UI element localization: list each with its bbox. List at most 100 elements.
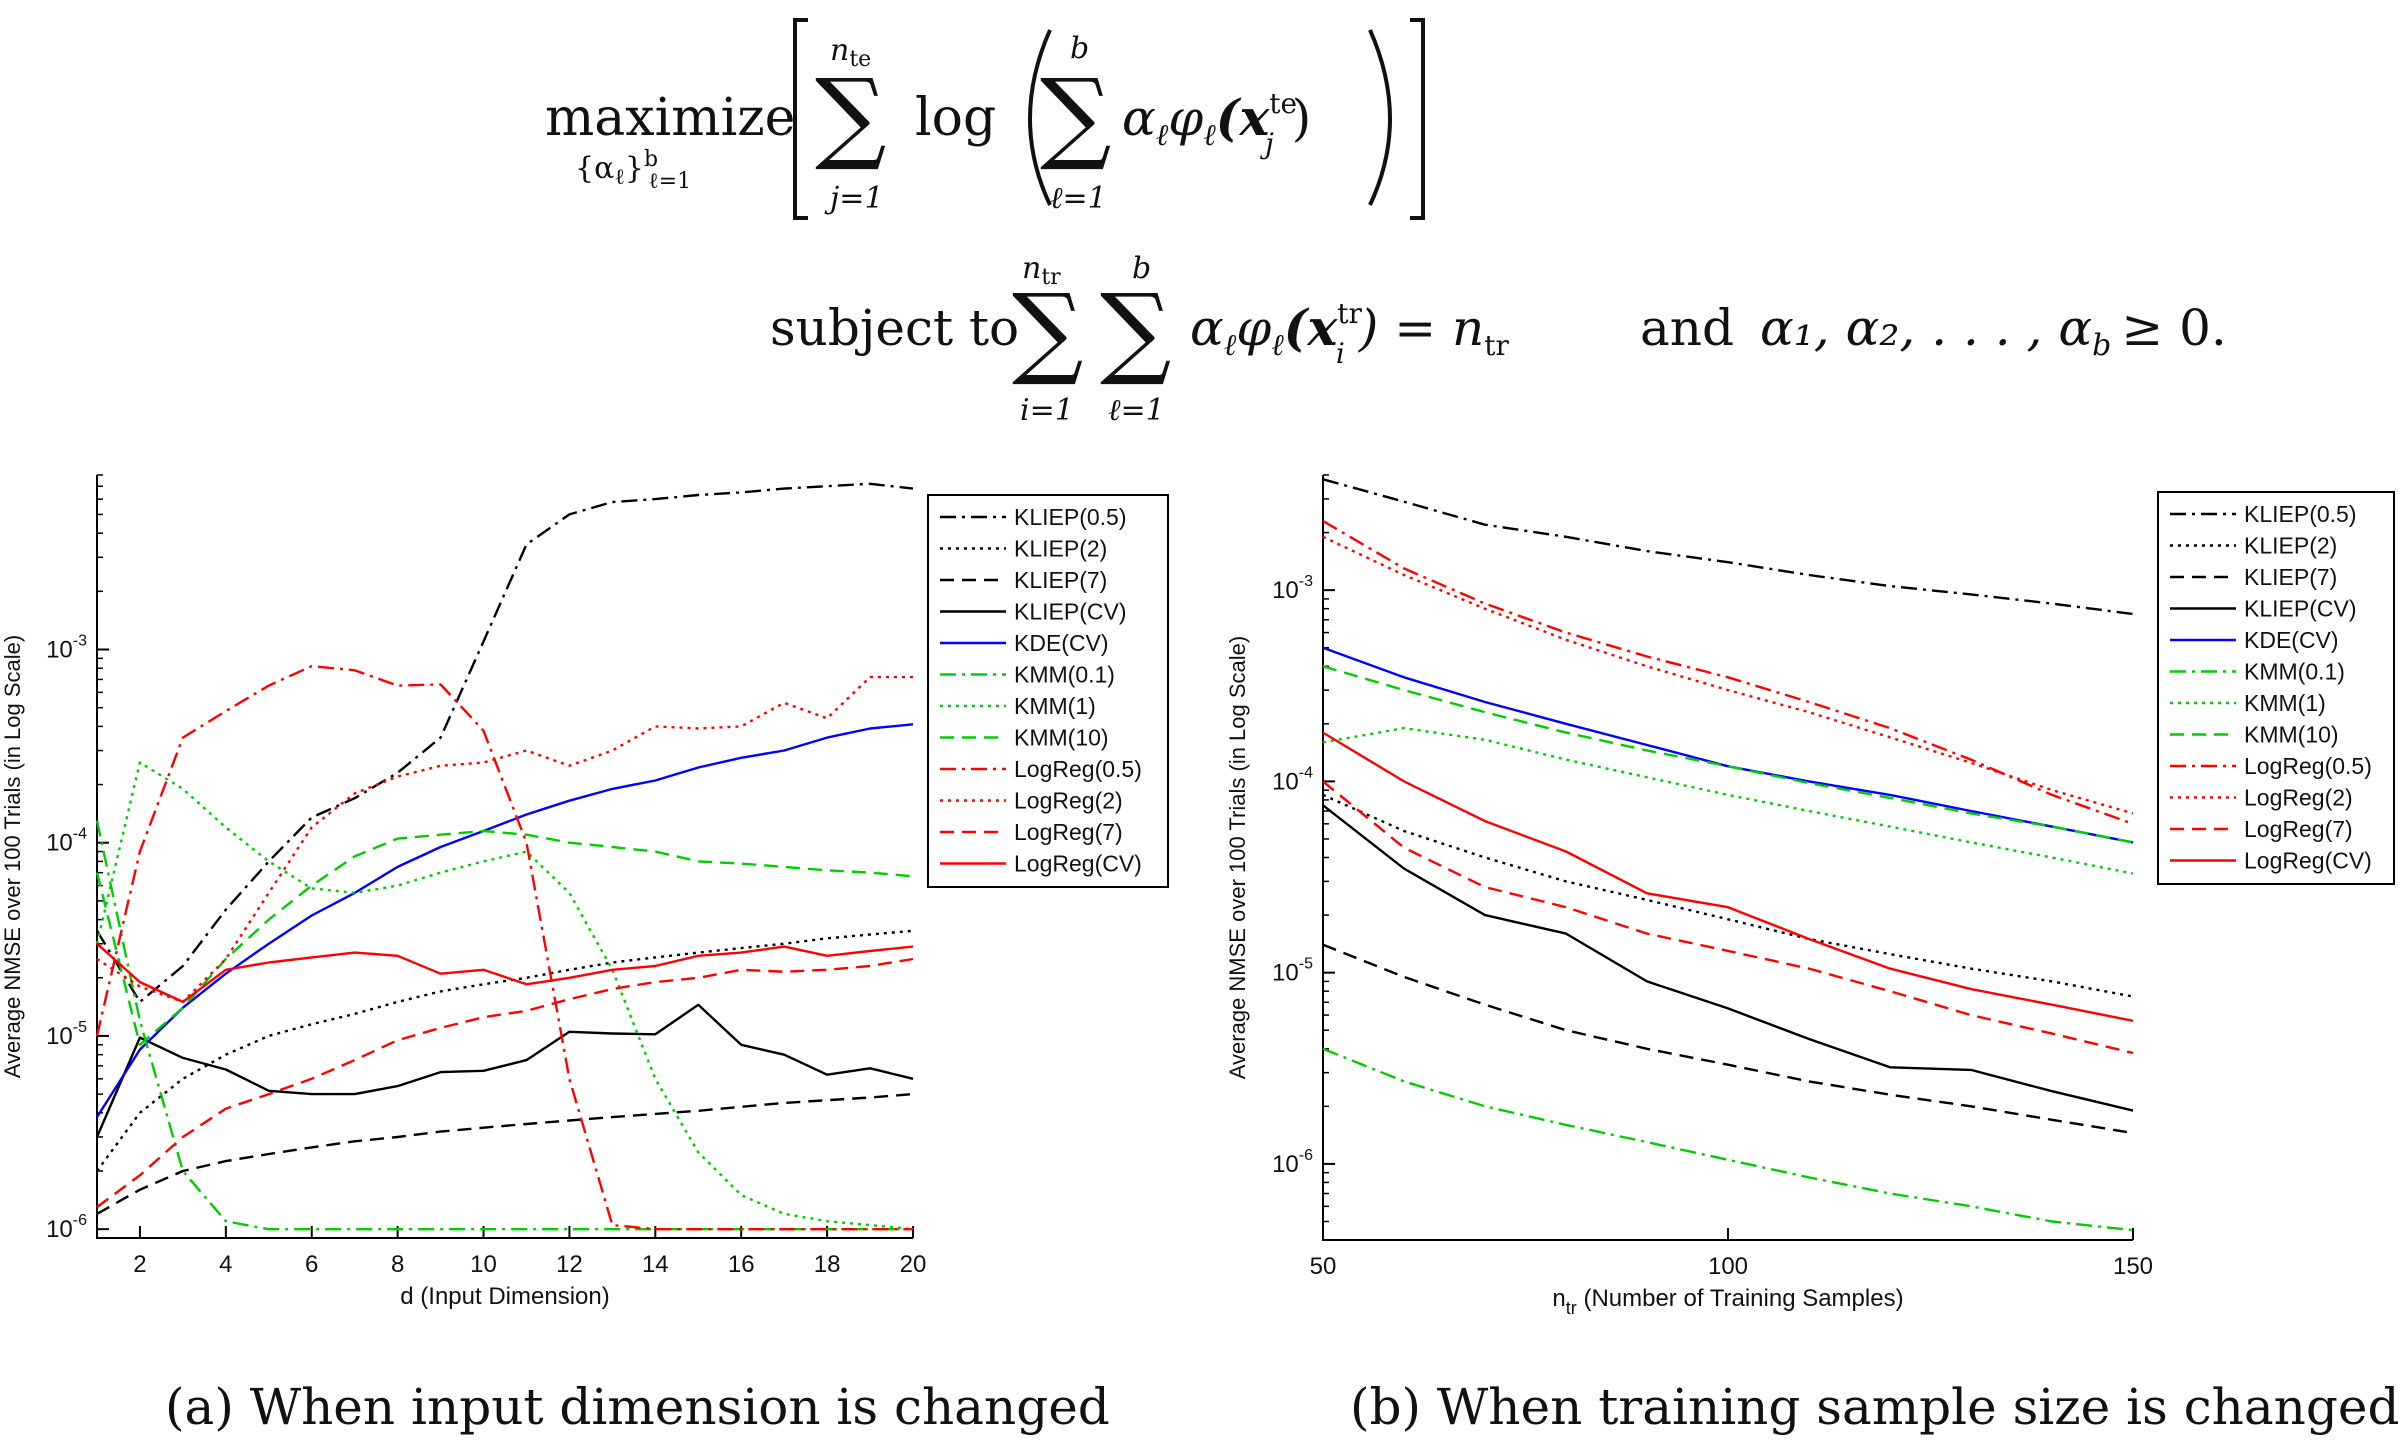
- series-line-logreg-7: [96, 957, 914, 1209]
- legend-label: KMM(10): [1014, 725, 1109, 751]
- outer-sum-symbol: ∑: [815, 57, 886, 174]
- y-tick-label: 10-3: [1272, 573, 1313, 604]
- chart-training-samples: 10-6 10-5 10-4 10-3 50 100 150 ntr (Number of T…: [1225, 474, 2395, 1318]
- outer-sum-bottom: j=1: [824, 181, 884, 216]
- y-tick-label: 10-5: [1272, 956, 1313, 987]
- sum2-top: b: [1132, 251, 1151, 286]
- sum1-symbol: ∑: [1012, 272, 1083, 389]
- series-line-kliep-cv: [95, 1003, 914, 1138]
- constraint-term: αℓφℓ(xtr i) = ntr: [1190, 297, 1510, 370]
- maximize-text: maximize: [545, 88, 795, 148]
- right-paren: [1368, 29, 1392, 206]
- y-tick-label: 10-4: [46, 826, 87, 857]
- series-line-kliep-cv: [1322, 804, 2134, 1112]
- legend-label: LogReg(CV): [1014, 851, 1142, 877]
- series-line-logreg-0-5: [95, 664, 913, 1231]
- series-line-logreg-cv: [96, 942, 914, 1004]
- x-tick-label: 150: [2113, 1253, 2153, 1280]
- x-tick-label: 16: [728, 1251, 755, 1278]
- x-axis-label: ntr (Number of Training Samples): [1552, 1285, 1903, 1318]
- series-line-logreg-2: [1322, 535, 2134, 815]
- legend: KLIEP(0.5) KLIEP(2) KLIEP(7) KLIEP(CV) KDE(C…: [927, 494, 1169, 888]
- log-text: log: [915, 88, 996, 148]
- x-axis-label: d (Input Dimension): [400, 1283, 609, 1310]
- inner-sum-symbol: ∑: [1040, 57, 1111, 174]
- legend-label: KLIEP(CV): [2244, 596, 2356, 622]
- legend-label: KMM(1): [2244, 690, 2326, 716]
- legend-label: LogReg(0.5): [2244, 753, 2372, 779]
- left-paren: [1028, 29, 1052, 206]
- objective-equation: maximize {αℓ}b ℓ=1 nte ∑ j=1 log b ∑ ℓ=1 …: [545, 18, 1425, 220]
- y-tick-label: 10-4: [1272, 764, 1313, 795]
- x-tick-label: 14: [642, 1251, 669, 1278]
- series-line-kmm-10: [1322, 665, 2134, 844]
- sum1-bottom: i=1: [1020, 393, 1074, 428]
- left-bracket: [793, 18, 808, 220]
- legend-label: KLIEP(CV): [1014, 599, 1126, 625]
- x-tick-label: 20: [900, 1251, 927, 1278]
- x-tick-label: 10: [470, 1251, 497, 1278]
- y-axis-label: Average NMSE over 100 Trials (in Log Sca…: [1225, 636, 1250, 1079]
- sum1-top: ntr: [1022, 251, 1061, 290]
- constraint-tail: α₁, α₂, . . . , αb ≥ 0.: [1760, 299, 2227, 363]
- legend-label: KMM(0.1): [1014, 662, 1115, 688]
- x-tick-label: 4: [219, 1251, 232, 1278]
- legend-label: KLIEP(0.5): [1014, 504, 1127, 530]
- series-line-kmm-0-1: [95, 820, 913, 1231]
- series-line-logreg-7: [1322, 780, 2134, 1055]
- x-tick-label: 100: [1708, 1253, 1748, 1280]
- and-text: and: [1640, 299, 1734, 357]
- legend-label: LogReg(0.5): [1014, 756, 1142, 782]
- x-tick-label: 6: [305, 1251, 318, 1278]
- series-line-kliep-7: [1322, 943, 2134, 1135]
- y-tick-label: 10-5: [46, 1019, 87, 1050]
- series-line-kliep-0-5: [95, 482, 914, 1004]
- legend-label: KLIEP(7): [2244, 564, 2337, 590]
- legend-label: KDE(CV): [2244, 627, 2339, 653]
- sum2-symbol: ∑: [1100, 272, 1171, 389]
- legend-box: [2157, 491, 2395, 885]
- x-tick-label: 50: [1310, 1253, 1337, 1280]
- series-line-kliep-7: [96, 1092, 914, 1215]
- legend-label: KLIEP(7): [1014, 567, 1107, 593]
- legend: KLIEP(0.5) KLIEP(2) KLIEP(7) KLIEP(CV) KDE(C…: [2157, 491, 2395, 885]
- legend-label: LogReg(CV): [2244, 848, 2372, 874]
- subject-to-text: subject to: [770, 299, 1019, 357]
- series-line-kmm-0-1: [1322, 1047, 2134, 1232]
- legend-label: KLIEP(2): [1014, 536, 1107, 562]
- y-tick-label: 10-3: [46, 632, 87, 663]
- axis-frame: [1322, 475, 2133, 1241]
- chart-input-dimension: 10-6 10-5 10-4 10-3 2 4 6 8 10 12 14 16 18 20 d (Input…: [0, 474, 1169, 1310]
- x-tick-label: 8: [391, 1251, 404, 1278]
- y-tick-label: 10-6: [1272, 1147, 1313, 1178]
- legend-label: KLIEP(2): [2244, 533, 2337, 559]
- series-line-logreg-2: [96, 675, 913, 1004]
- legend-label: KLIEP(0.5): [2244, 501, 2357, 527]
- sum2-bottom: ℓ=1: [1108, 393, 1165, 428]
- inner-sum-bottom: ℓ=1: [1050, 181, 1107, 216]
- inner-sum-top: b: [1070, 31, 1089, 66]
- right-bracket: [1410, 18, 1425, 220]
- legend-label: LogReg(2): [2244, 785, 2353, 811]
- y-tick-label: 10-6: [46, 1212, 87, 1243]
- formula-block: maximize {αℓ}b ℓ=1 nte ∑ j=1 log b ∑ ℓ=1 …: [545, 18, 2227, 428]
- caption-b: (b) When training sample size is changed: [1350, 1378, 2400, 1436]
- legend-box: [927, 494, 1169, 888]
- series-line-kliep-2: [1322, 793, 2134, 998]
- axis-frame: [96, 475, 913, 1239]
- outer-sum-top: nte: [830, 33, 871, 72]
- maximize-subscript: {αℓ}b ℓ=1: [575, 147, 691, 194]
- constraint-equation: subject to ntr ∑ i=1 b ∑ ℓ=1 αℓφℓ(xtr i) …: [770, 251, 2227, 428]
- series-line-kmm-1: [1322, 726, 2134, 875]
- legend-label: LogReg(2): [1014, 788, 1123, 814]
- series-line-kliep-2: [96, 929, 914, 1172]
- x-tick-label: 12: [556, 1251, 583, 1278]
- legend-label: LogReg(7): [1014, 819, 1123, 845]
- x-tick-label: 18: [814, 1251, 841, 1278]
- series-line-kliep-0-5: [1322, 478, 2134, 616]
- series-line-logreg-cv: [1322, 731, 2134, 1022]
- legend-label: KMM(10): [2244, 722, 2339, 748]
- legend-label: KMM(1): [1014, 693, 1096, 719]
- legend-label: KMM(0.1): [2244, 659, 2345, 685]
- legend-label: KDE(CV): [1014, 630, 1109, 656]
